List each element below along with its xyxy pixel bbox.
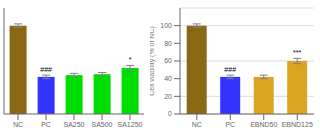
svg-text:EBND125: EBND125: [282, 121, 312, 128]
svg-text:PC: PC: [225, 121, 235, 128]
svg-text:SA250: SA250: [63, 121, 84, 128]
svg-text:*: *: [129, 56, 132, 63]
svg-text:EBND50: EBND50: [250, 121, 277, 128]
svg-text:###: ###: [224, 66, 236, 73]
svg-text:NC: NC: [13, 121, 23, 128]
svg-text:NC: NC: [192, 121, 202, 128]
svg-text:PC: PC: [41, 121, 51, 128]
svg-text:40: 40: [164, 75, 172, 82]
svg-text:SA500: SA500: [91, 121, 112, 128]
svg-text:20: 20: [164, 93, 172, 100]
svg-text:***: ***: [293, 49, 301, 56]
svg-text:80: 80: [164, 40, 172, 47]
svg-text:SA1250: SA1250: [118, 121, 143, 128]
svg-text:0: 0: [168, 110, 172, 117]
svg-text:100: 100: [160, 22, 172, 29]
svg-text:###: ###: [40, 66, 52, 73]
svg-text:Cell viability (% of NC): Cell viability (% of NC): [150, 26, 156, 96]
svg-text:60: 60: [164, 57, 172, 64]
